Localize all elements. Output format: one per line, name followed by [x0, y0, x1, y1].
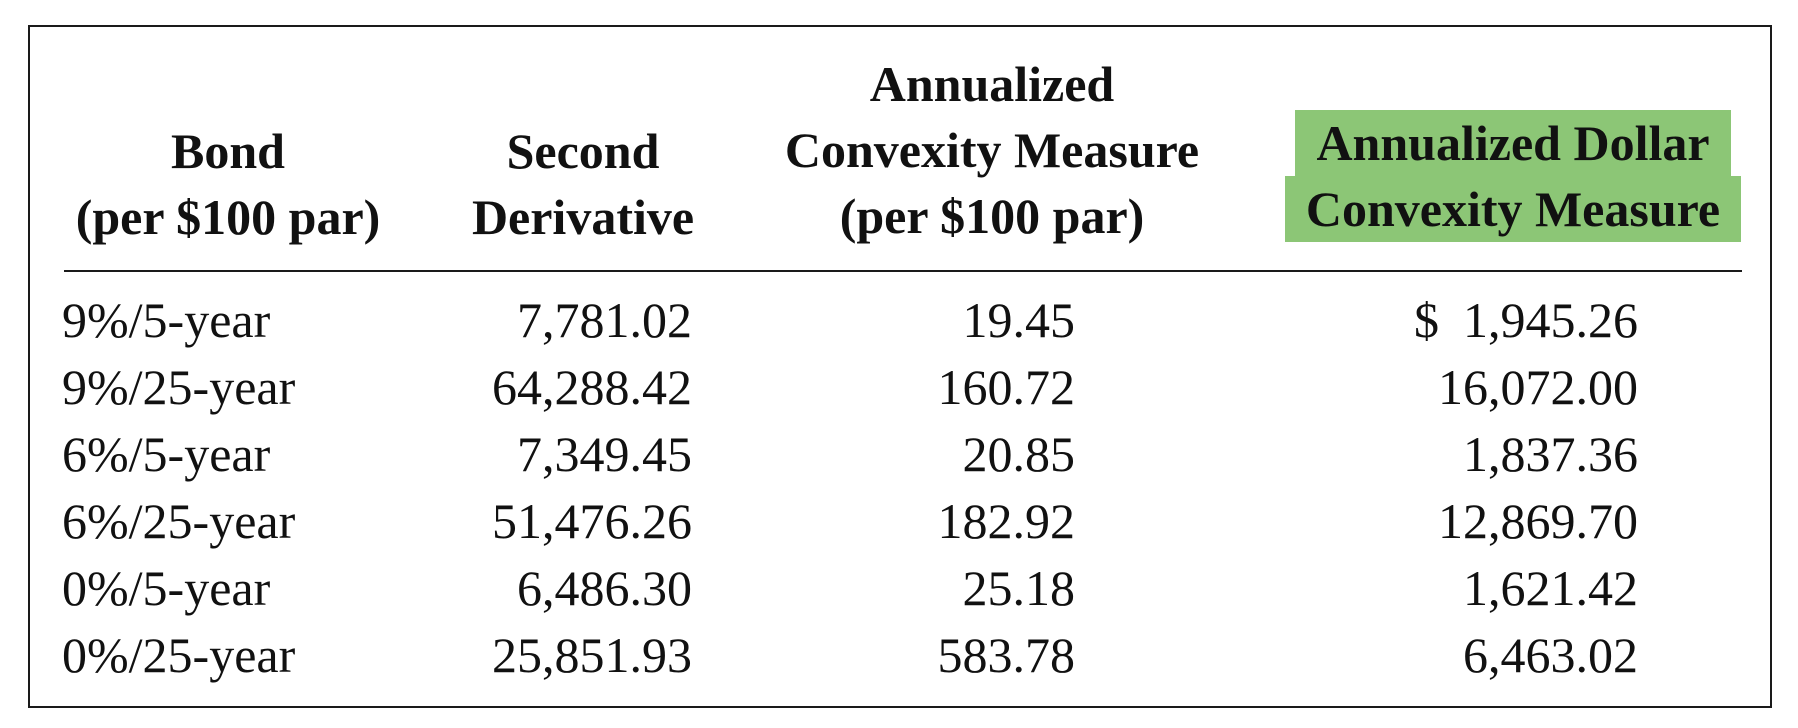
dollar-value: 16,072.00	[1438, 359, 1638, 415]
header-second-line-1: Second	[506, 123, 660, 179]
cell-annualized-convexity: 25.18	[962, 560, 1076, 616]
cell-bond: 9%/25-year	[62, 359, 296, 415]
cell-annualized-convexity: 182.92	[937, 493, 1076, 549]
cell-annualized-dollar-convexity: 16,072.00	[1438, 353, 1638, 421]
dollar-value: 6,463.02	[1463, 627, 1638, 683]
table-row: 0%/5-year 6,486.30 25.18 1,621.42	[0, 554, 1798, 622]
header-divider	[64, 270, 1742, 272]
cell-second-derivative: 7,781.02	[517, 292, 692, 348]
header-annualized-dollar-convexity: Annualized Dollar Convexity Measure	[1282, 110, 1744, 242]
cell-bond: 9%/5-year	[62, 292, 271, 348]
cell-second-derivative: 25,851.93	[492, 627, 692, 683]
cell-second-derivative: 6,486.30	[517, 560, 692, 616]
table-row: 9%/5-year 7,781.02 19.45 $1,945.26	[0, 286, 1798, 354]
header-dollar-line-1: Annualized Dollar	[1295, 110, 1731, 176]
dollar-value: 12,869.70	[1438, 493, 1638, 549]
cell-annualized-convexity: 20.85	[962, 426, 1076, 482]
header-second-derivative: Second Derivative	[452, 118, 714, 250]
cell-annualized-dollar-convexity: 12,869.70	[1438, 487, 1638, 555]
header-annualized-convexity: Annualized Convexity Measure (per $100 p…	[762, 51, 1222, 249]
table-row: 9%/25-year 64,288.42 160.72 16,072.00	[0, 353, 1798, 421]
header-convexity-line-3: (per $100 par)	[839, 188, 1145, 244]
dollar-value: 1,621.42	[1463, 560, 1638, 616]
cell-annualized-dollar-convexity: 1,837.36	[1463, 420, 1638, 488]
header-convexity-line-2: Convexity Measure	[784, 122, 1200, 178]
cell-bond: 0%/5-year	[62, 560, 271, 616]
header-dollar-line-2: Convexity Measure	[1285, 176, 1741, 242]
cell-bond: 6%/25-year	[62, 493, 296, 549]
cell-annualized-convexity: 19.45	[962, 292, 1076, 348]
cell-annualized-dollar-convexity: 1,621.42	[1463, 554, 1638, 622]
cell-annualized-dollar-convexity: $1,945.26	[1414, 286, 1638, 354]
header-convexity-line-1: Annualized	[869, 56, 1115, 112]
table-frame	[28, 25, 1772, 708]
cell-second-derivative: 51,476.26	[492, 493, 692, 549]
table-row: 0%/25-year 25,851.93 583.78 6,463.02	[0, 621, 1798, 689]
header-bond: Bond (per $100 par)	[58, 118, 398, 250]
cell-annualized-dollar-convexity: 6,463.02	[1463, 621, 1638, 689]
table-row: 6%/5-year 7,349.45 20.85 1,837.36	[0, 420, 1798, 488]
header-second-line-2: Derivative	[471, 189, 695, 245]
header-bond-line-1: Bond	[171, 123, 285, 179]
cell-bond: 0%/25-year	[62, 627, 296, 683]
cell-annualized-convexity: 160.72	[937, 359, 1076, 415]
table-row: 6%/25-year 51,476.26 182.92 12,869.70	[0, 487, 1798, 555]
header-bond-line-2: (per $100 par)	[75, 189, 381, 245]
cell-annualized-convexity: 583.78	[937, 627, 1076, 683]
dollar-value: 1,945.26	[1463, 292, 1638, 348]
cell-bond: 6%/5-year	[62, 426, 271, 482]
cell-second-derivative: 7,349.45	[517, 426, 692, 482]
cell-second-derivative: 64,288.42	[492, 359, 692, 415]
dollar-value: 1,837.36	[1463, 426, 1638, 482]
currency-symbol: $	[1414, 292, 1439, 348]
